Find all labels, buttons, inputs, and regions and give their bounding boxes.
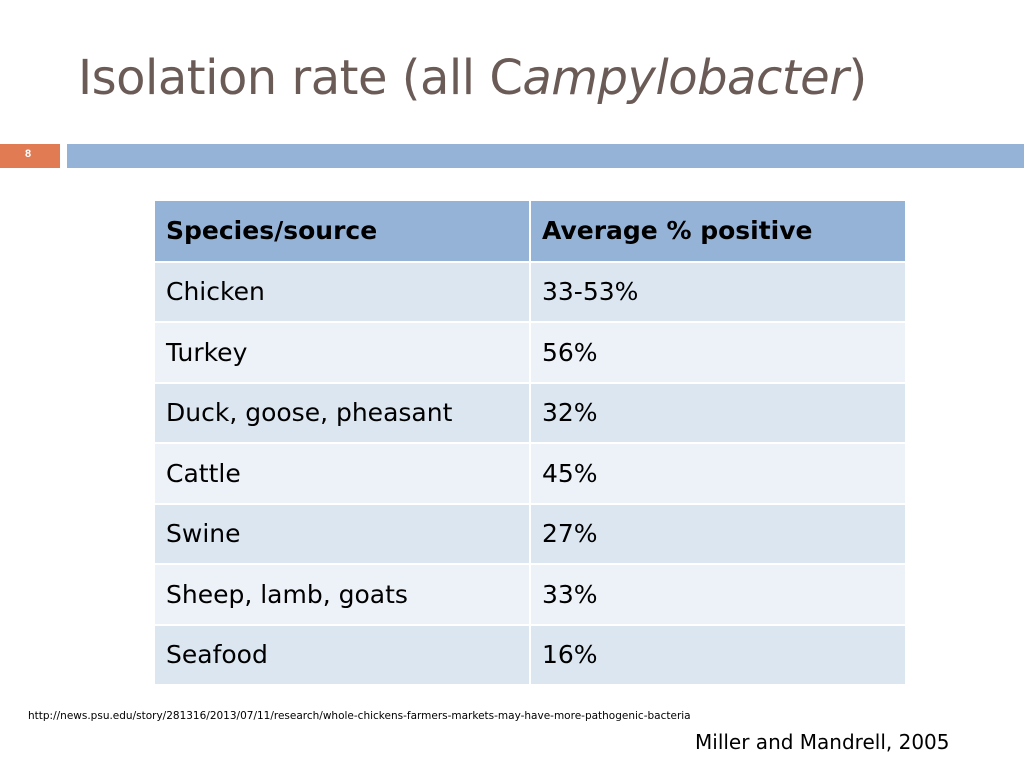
citation: Miller and Mandrell, 2005	[695, 730, 950, 754]
isolation-rate-table: Species/source Average % positive Chicke…	[155, 201, 907, 686]
slide-title: Isolation rate (all Campylobacter)	[78, 50, 867, 106]
percent-cell: 33-53%	[530, 261, 907, 323]
slide-title-prefix: Isolation rate (all C	[78, 50, 523, 106]
table-row: Swine 27%	[155, 503, 907, 565]
header-species-source: Species/source	[155, 201, 531, 263]
table-row: Turkey 56%	[155, 322, 907, 384]
table-row: Seafood 16%	[155, 624, 907, 686]
slide-title-suffix: )	[848, 50, 867, 106]
percent-cell: 56%	[530, 322, 907, 384]
percent-cell: 33%	[530, 564, 907, 626]
percent-cell: 16%	[530, 624, 907, 686]
species-cell: Turkey	[155, 322, 531, 384]
header-average-positive: Average % positive	[530, 201, 907, 263]
slide-number: 8	[25, 148, 32, 160]
species-cell: Duck, goose, pheasant	[155, 382, 531, 444]
species-cell: Cattle	[155, 443, 531, 505]
percent-cell: 32%	[530, 382, 907, 444]
slide-number-box	[0, 144, 60, 168]
table-header-row: Species/source Average % positive	[155, 201, 907, 263]
table-row: Sheep, lamb, goats 33%	[155, 564, 907, 626]
source-url[interactable]: http://news.psu.edu/story/281316/2013/07…	[28, 710, 691, 722]
species-cell: Swine	[155, 503, 531, 565]
slide-title-italic: ampylobacter	[522, 50, 849, 106]
table-row: Duck, goose, pheasant 32%	[155, 382, 907, 444]
species-cell: Sheep, lamb, goats	[155, 564, 531, 626]
percent-cell: 27%	[530, 503, 907, 565]
table-row: Cattle 45%	[155, 443, 907, 505]
title-underline-bar	[67, 144, 1024, 168]
percent-cell: 45%	[530, 443, 907, 505]
species-cell: Seafood	[155, 624, 531, 686]
species-cell: Chicken	[155, 261, 531, 323]
table-row: Chicken 33-53%	[155, 261, 907, 323]
